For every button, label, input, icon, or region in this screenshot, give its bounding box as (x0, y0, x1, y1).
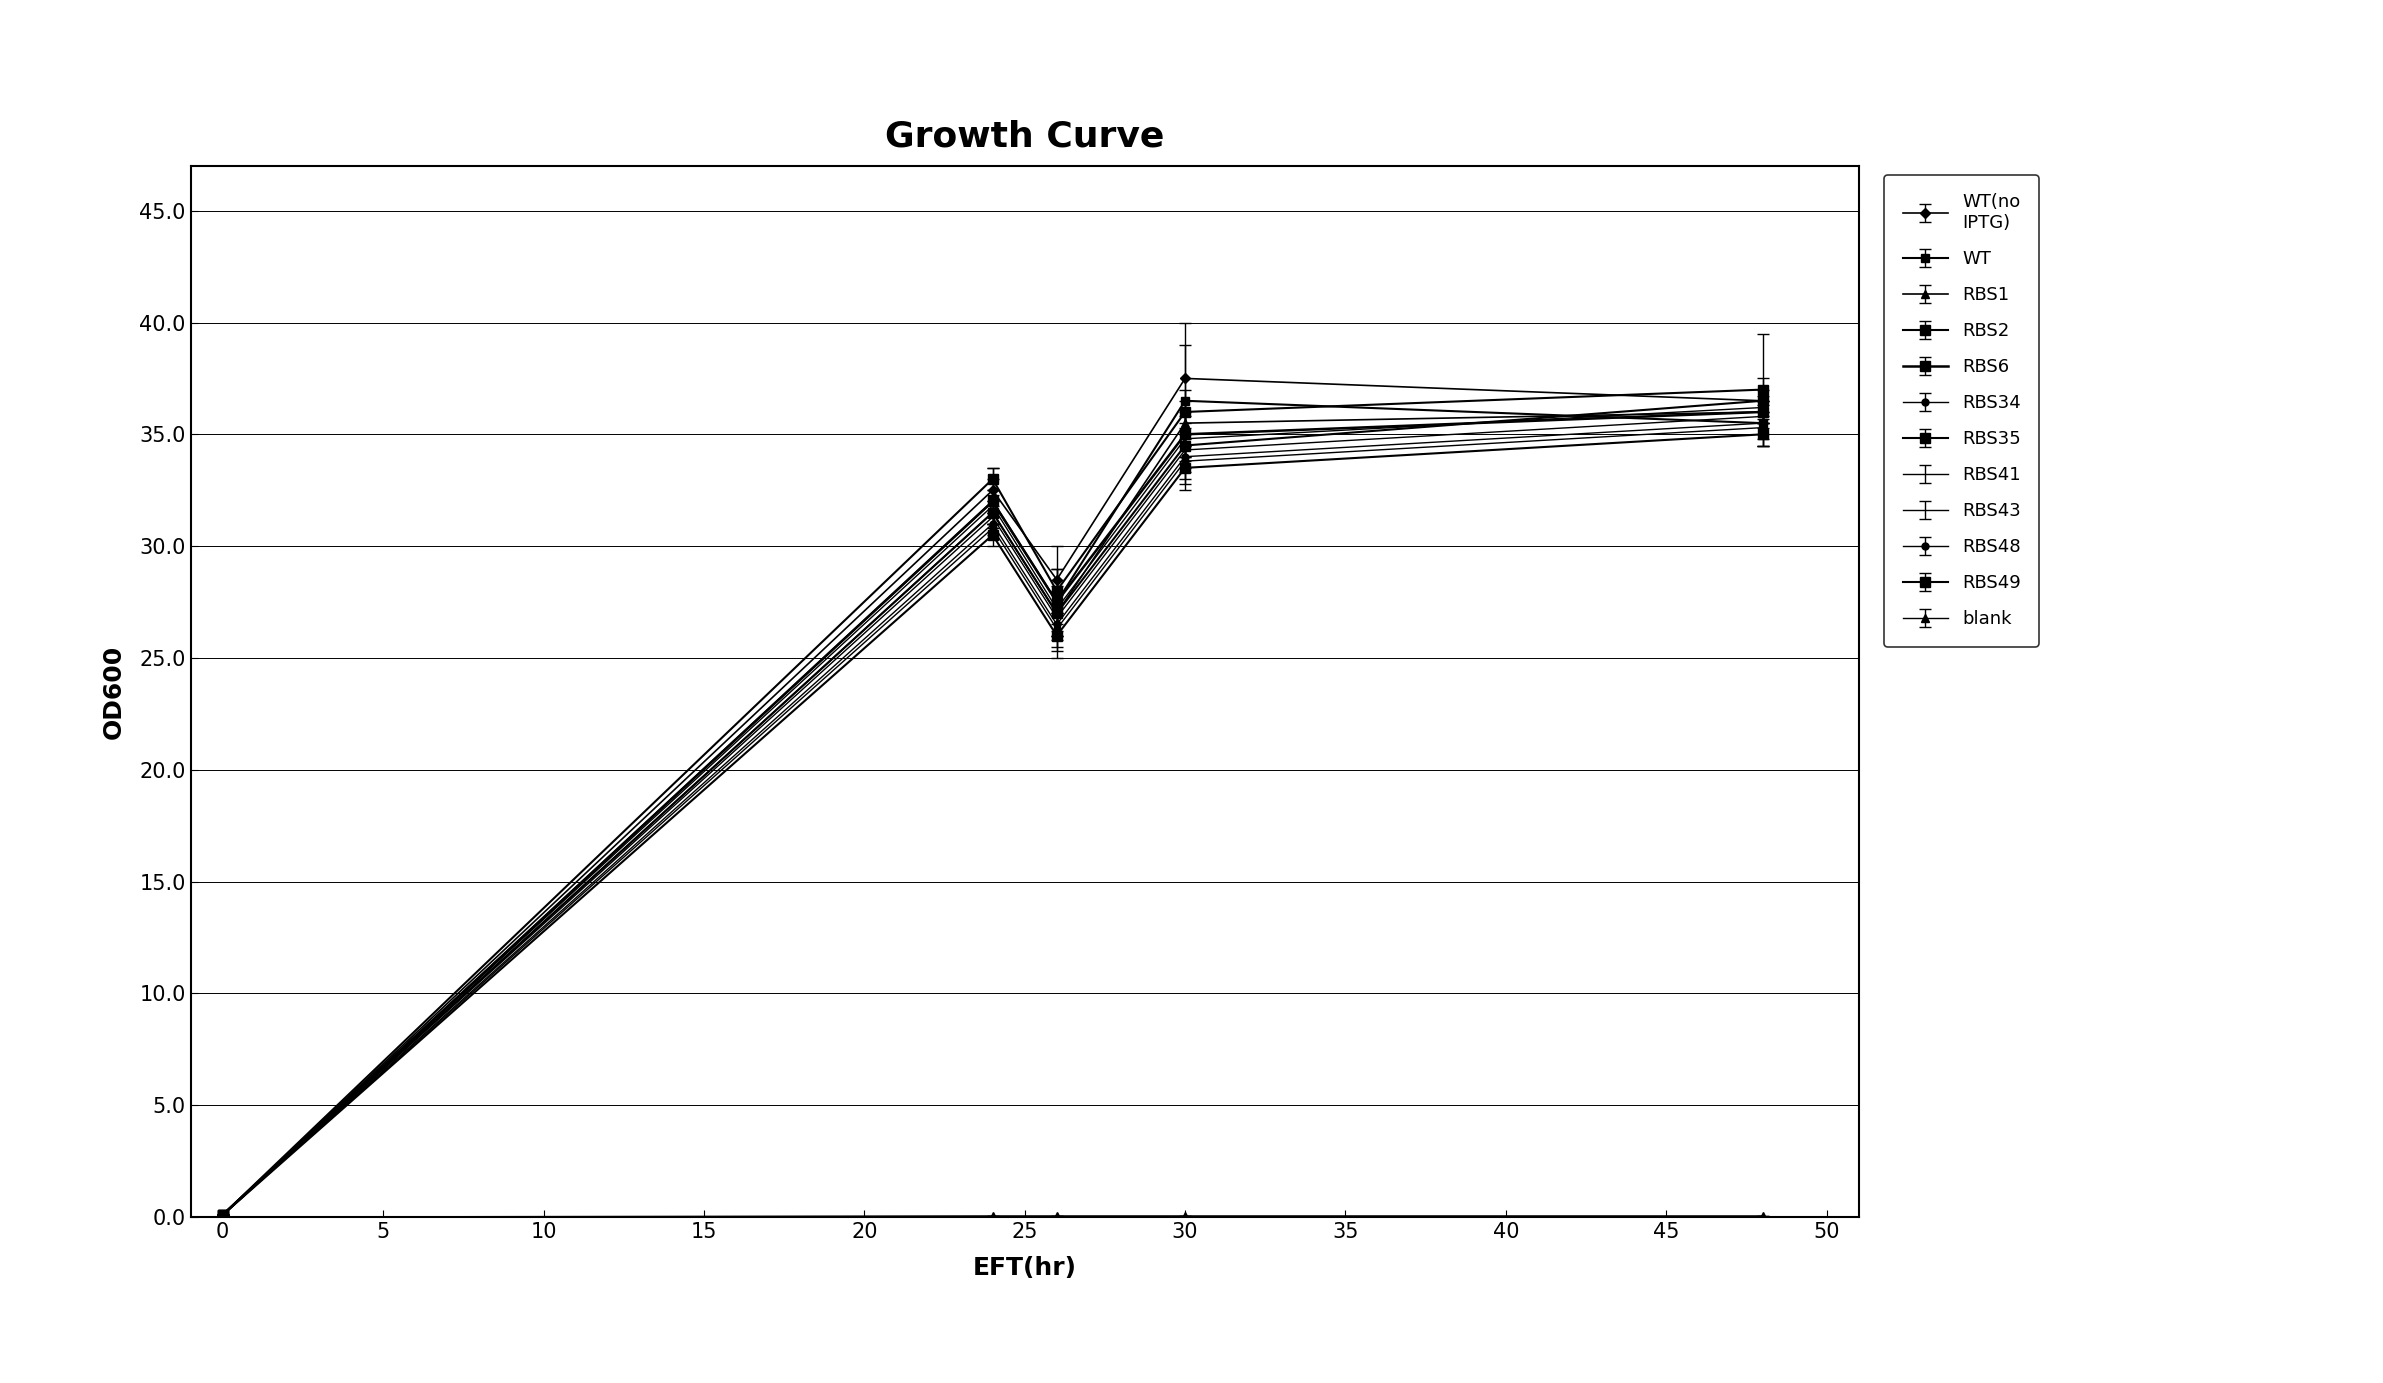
Legend: WT(no
IPTG), WT, RBS1, RBS2, RBS6, RBS34, RBS35, RBS41, RBS43, RBS48, RBS49, bla: WT(no IPTG), WT, RBS1, RBS2, RBS6, RBS34… (1885, 176, 2040, 646)
X-axis label: EFT(hr): EFT(hr) (972, 1256, 1077, 1279)
Title: Growth Curve: Growth Curve (884, 119, 1165, 154)
Y-axis label: OD600: OD600 (102, 644, 126, 739)
